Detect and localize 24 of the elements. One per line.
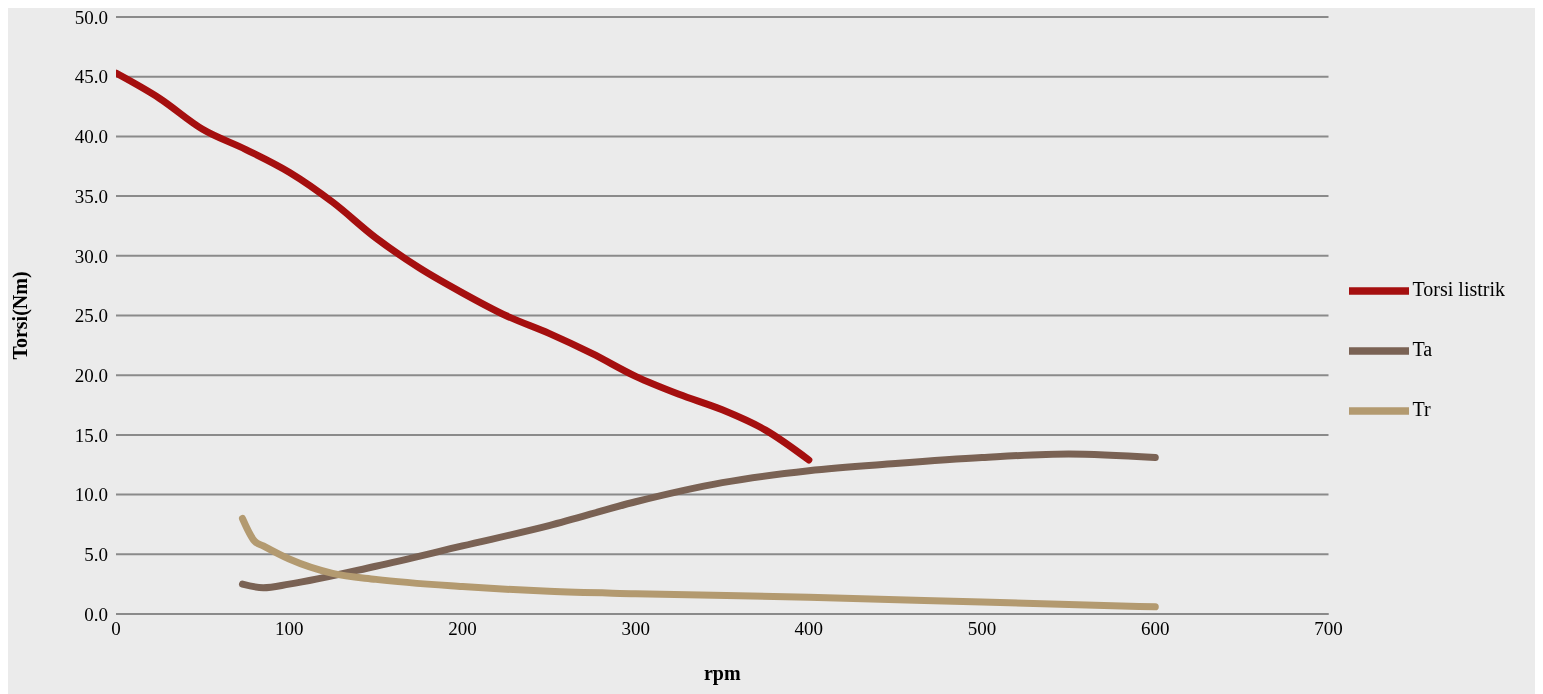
x-axis-title: rpm xyxy=(703,662,741,685)
y-tick-label: 10.0 xyxy=(74,484,108,506)
y-axis-title: Torsi(Nm) xyxy=(9,271,33,360)
y-tick-label: 50.0 xyxy=(74,6,108,28)
legend-label: Ta xyxy=(1412,337,1433,360)
y-tick-label: 35.0 xyxy=(74,185,108,207)
y-tick-label: 20.0 xyxy=(74,364,108,386)
y-tick-label: 45.0 xyxy=(74,66,108,88)
x-tick-label: 100 xyxy=(274,618,304,640)
y-tick-label: 15.0 xyxy=(74,424,108,446)
y-tick-label: 25.0 xyxy=(74,305,108,327)
x-tick-label: 300 xyxy=(621,618,650,640)
y-tick-label: 0.0 xyxy=(84,603,108,625)
y-tick-label: 5.0 xyxy=(84,544,108,566)
y-tick-label: 40.0 xyxy=(74,126,108,148)
x-tick-label: 500 xyxy=(967,618,997,640)
x-tick-label: 200 xyxy=(448,618,477,640)
y-tick-label: 30.0 xyxy=(74,245,108,267)
x-tick-label: 0 xyxy=(111,618,121,640)
x-tick-label: 700 xyxy=(1314,618,1343,640)
x-tick-label: 400 xyxy=(794,618,824,640)
x-tick-label: 600 xyxy=(1141,618,1170,640)
legend-label: Torsi listrik xyxy=(1412,277,1505,300)
legend-label: Tr xyxy=(1412,397,1431,420)
